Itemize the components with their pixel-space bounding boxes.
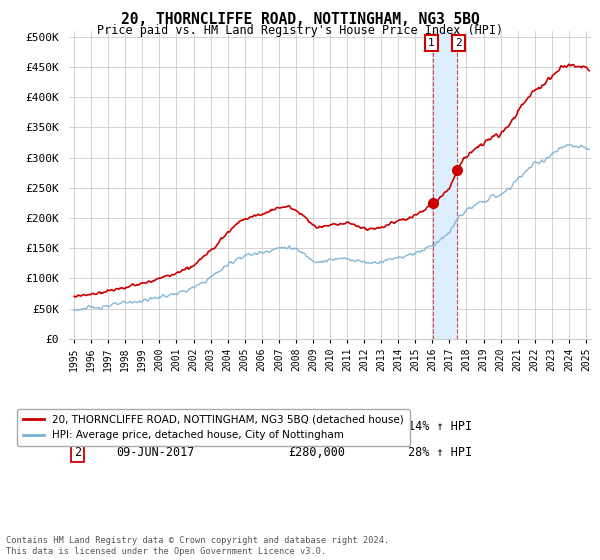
Text: 2: 2 [455,38,462,48]
Text: 1: 1 [74,420,82,433]
Text: 09-JUN-2017: 09-JUN-2017 [116,446,194,459]
Text: 05-JAN-2016: 05-JAN-2016 [116,420,194,433]
Text: Price paid vs. HM Land Registry's House Price Index (HPI): Price paid vs. HM Land Registry's House … [97,24,503,36]
Bar [433,31,457,339]
Text: £280,000: £280,000 [288,446,345,459]
Text: Contains HM Land Registry data © Crown copyright and database right 2024.
This d: Contains HM Land Registry data © Crown c… [6,536,389,556]
Text: 14% ↑ HPI: 14% ↑ HPI [409,420,472,433]
Text: 20, THORNCLIFFE ROAD, NOTTINGHAM, NG3 5BQ: 20, THORNCLIFFE ROAD, NOTTINGHAM, NG3 5B… [121,12,479,27]
Legend: 20, THORNCLIFFE ROAD, NOTTINGHAM, NG3 5BQ (detached house), HPI: Average price, : 20, THORNCLIFFE ROAD, NOTTINGHAM, NG3 5B… [17,409,410,446]
Text: 28% ↑ HPI: 28% ↑ HPI [409,446,472,459]
Text: 1: 1 [428,38,435,48]
Text: 2: 2 [74,446,82,459]
Text: £225,000: £225,000 [288,420,345,433]
